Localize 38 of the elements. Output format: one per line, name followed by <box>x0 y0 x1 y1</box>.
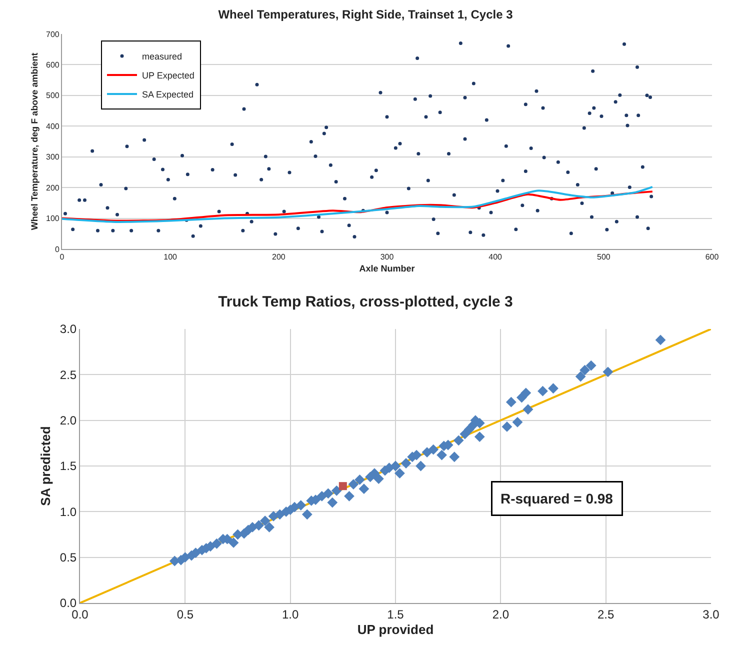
y-tick-label: 0 <box>54 244 60 254</box>
legend-label: UP Expected <box>142 70 194 80</box>
legend-label: SA Expected <box>142 89 194 100</box>
x-tick-label: 100 <box>164 252 178 262</box>
x-tick-label: 2.5 <box>597 607 614 622</box>
y-tick-label: 400 <box>46 122 60 131</box>
y-tick-label: 200 <box>46 183 60 192</box>
y-tick-label: 500 <box>46 91 60 100</box>
x-axis-title: UP provided <box>357 622 434 637</box>
y-tick-label: 1.0 <box>60 504 77 519</box>
y-tick-label: 600 <box>46 60 60 70</box>
x-tick-label: 1.0 <box>282 607 299 622</box>
chart-title: Truck Temp Ratios, cross-plotted, cycle 3 <box>218 294 513 311</box>
y-axis-title: SA predicted <box>38 426 53 506</box>
y-tick-label: 300 <box>46 152 60 162</box>
x-tick-label: 200 <box>272 252 286 262</box>
x-tick-label: 2.0 <box>492 607 510 622</box>
y-tick-label: 0.5 <box>60 550 77 565</box>
y-tick-label: 100 <box>46 214 60 224</box>
line-series <box>62 186 654 223</box>
x-tick-label: 400 <box>488 252 503 262</box>
y-tick-label: 2.0 <box>60 414 77 428</box>
chart-title: Wheel Temperatures, Right Side, Trainset 1, Cycle 3 <box>218 7 514 22</box>
x-axis-title: Axle Number <box>359 263 416 274</box>
y-tick-label: 3.0 <box>60 322 77 336</box>
y-tick-label: 1.5 <box>60 459 77 474</box>
x-tick-label: 300 <box>380 252 394 262</box>
x-tick-label: 600 <box>705 252 720 262</box>
x-tick-label: 1.5 <box>387 607 404 622</box>
legend-label: measured <box>142 51 182 62</box>
x-tick-label: 3.0 <box>702 607 720 622</box>
x-tick-label: 0.5 <box>176 607 194 622</box>
annotation: R-squared = 0.98 <box>500 490 614 506</box>
y-axis-title: Wheel Temperature, deg F above ambient <box>29 52 40 230</box>
y-tick-label: 2.5 <box>60 368 77 382</box>
line-series <box>62 190 654 222</box>
x-tick-label: 500 <box>596 252 611 262</box>
y-tick-label: 700 <box>46 30 60 39</box>
